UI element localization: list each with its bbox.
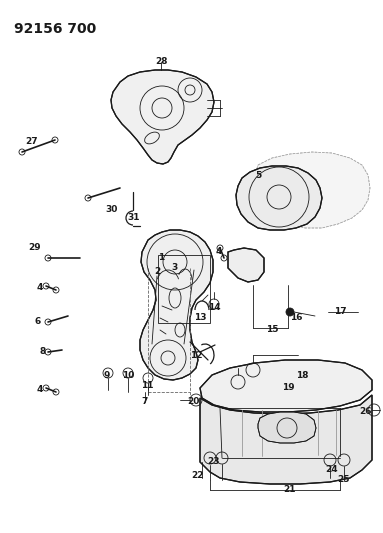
Polygon shape <box>140 230 213 380</box>
Polygon shape <box>255 152 370 228</box>
Text: 13: 13 <box>194 313 206 322</box>
Text: 31: 31 <box>128 214 140 222</box>
Polygon shape <box>258 412 316 443</box>
Text: 27: 27 <box>26 138 38 147</box>
Text: 9: 9 <box>104 370 110 379</box>
Text: 11: 11 <box>141 381 153 390</box>
Text: 4: 4 <box>216 247 222 256</box>
Text: 21: 21 <box>284 486 296 495</box>
Text: 12: 12 <box>190 351 202 359</box>
Text: 15: 15 <box>266 326 278 335</box>
Text: 14: 14 <box>208 303 220 312</box>
Text: 30: 30 <box>106 206 118 214</box>
Text: 29: 29 <box>29 244 41 253</box>
Polygon shape <box>111 70 214 164</box>
Text: 4: 4 <box>37 385 43 394</box>
Text: 25: 25 <box>337 475 349 484</box>
Text: 18: 18 <box>296 370 308 379</box>
Text: 16: 16 <box>290 313 302 322</box>
Polygon shape <box>200 395 372 484</box>
Circle shape <box>286 308 294 316</box>
Polygon shape <box>200 360 372 412</box>
Text: 3: 3 <box>172 263 178 272</box>
Text: 26: 26 <box>359 408 371 416</box>
Text: 24: 24 <box>326 465 338 474</box>
Text: 5: 5 <box>255 171 261 180</box>
Text: 4: 4 <box>37 284 43 293</box>
Text: 8: 8 <box>40 348 46 357</box>
Text: 1: 1 <box>158 254 164 262</box>
Text: 2: 2 <box>154 268 160 277</box>
Text: 22: 22 <box>192 471 204 480</box>
Polygon shape <box>236 166 322 230</box>
Text: 6: 6 <box>35 318 41 327</box>
Text: 28: 28 <box>155 58 167 67</box>
Text: 23: 23 <box>208 457 220 466</box>
Polygon shape <box>228 248 264 282</box>
Text: 10: 10 <box>122 370 134 379</box>
Text: 19: 19 <box>282 384 294 392</box>
Text: 17: 17 <box>334 308 346 317</box>
Text: 20: 20 <box>187 398 199 407</box>
Text: 92156 700: 92156 700 <box>14 22 96 36</box>
Text: 7: 7 <box>142 398 148 407</box>
